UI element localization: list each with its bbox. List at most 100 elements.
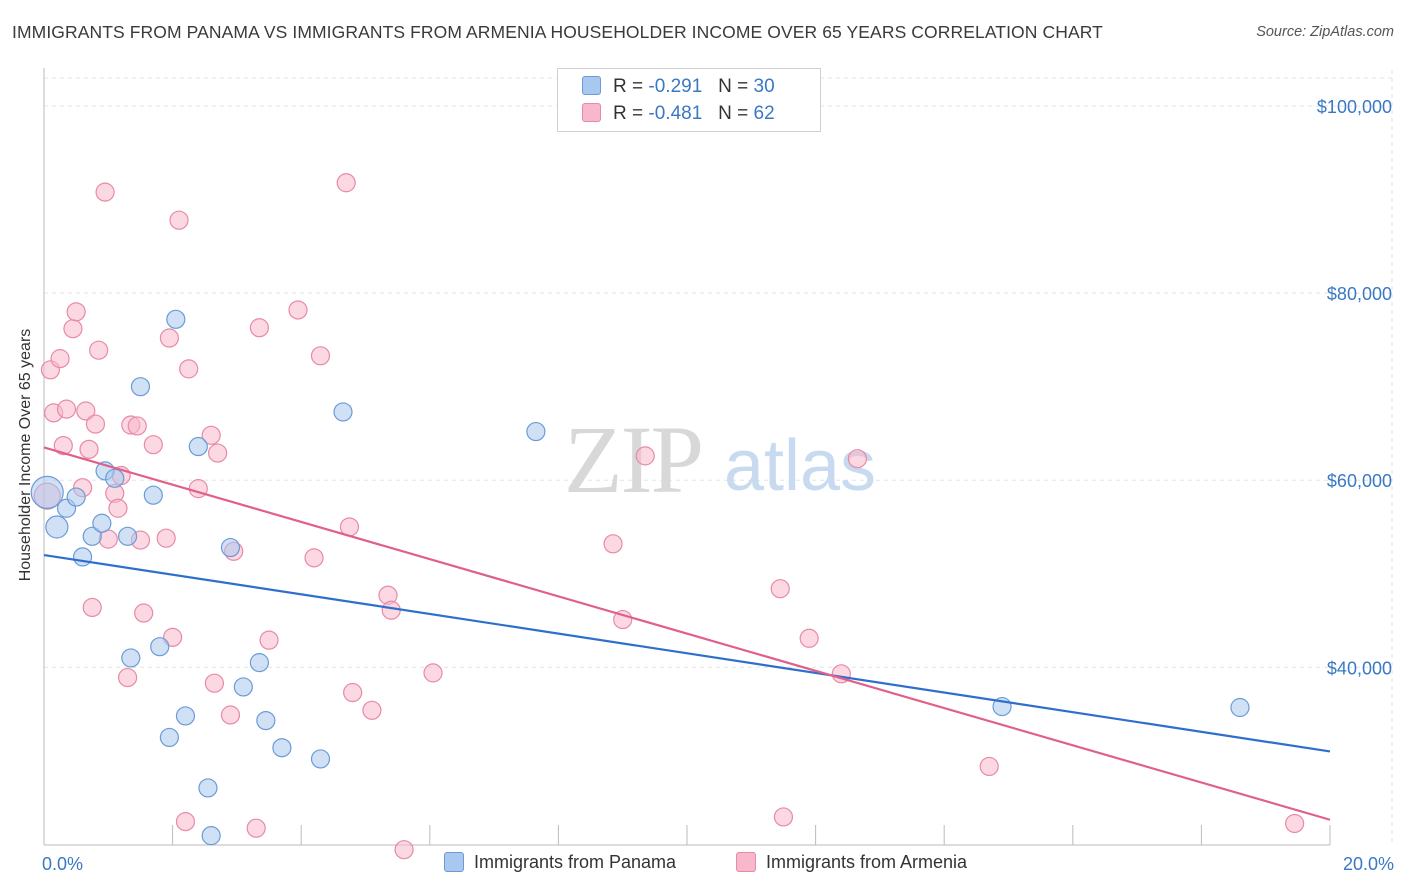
watermark-zip: ZIP [564, 406, 702, 513]
armenia-point-43 [336, 173, 356, 193]
panama-point-4 [72, 547, 93, 567]
armenia-point-21 [127, 416, 147, 436]
armenia-point-15 [98, 529, 118, 549]
armenia-point-24 [143, 435, 163, 455]
legend-panama-n-label: N = [718, 76, 749, 97]
panama-point-29 [1230, 697, 1250, 718]
panama-point-5 [82, 526, 102, 546]
armenia-point-13 [89, 340, 109, 360]
armenia-point-34 [208, 443, 228, 463]
legend-swatch-panama [582, 76, 601, 95]
legend-armenia-n-value: 62 [753, 103, 775, 124]
armenia-point-19 [117, 667, 138, 688]
panama-point-12 [143, 485, 163, 505]
armenia-point-60 [1285, 813, 1305, 834]
x-tick-labels: 0.0% 20.0% [42, 854, 1394, 874]
bottom-legend-armenia-label: Immigrants from Armenia [766, 852, 968, 872]
armenia-point-17 [108, 498, 128, 518]
x-tick-label-0: 0.0% [42, 854, 83, 874]
armenia-point-51 [603, 534, 623, 554]
y-tick-labels: $40,000 $60,000 $80,000 $100,000 [1317, 97, 1392, 678]
axes [43, 68, 1331, 846]
panama-point-20 [220, 537, 241, 558]
armenia-point-23 [134, 603, 154, 623]
legend-panama-r-value: -0.291 [648, 76, 703, 97]
y-tick-label-0: $40,000 [1327, 658, 1392, 678]
legend-row-armenia: R = -0.481 N = 62 [582, 103, 775, 127]
armenia-point-41 [304, 548, 324, 568]
bottom-legend-swatch-panama [444, 852, 464, 872]
armenia-point-3 [50, 349, 70, 369]
armenia-point-54 [770, 579, 790, 599]
bottom-legend-panama: Immigrants from Panama [444, 852, 676, 873]
panama-point-15 [166, 309, 186, 329]
legend-panama-r-label: R = [613, 76, 644, 97]
armenia-point-53 [635, 446, 655, 466]
panama-point-25 [310, 749, 331, 769]
armenia-point-27 [163, 627, 183, 647]
bottom-legend-armenia: Immigrants from Armenia [736, 852, 967, 873]
panama-point-0 [30, 475, 64, 509]
armenia-point-38 [249, 318, 270, 338]
panama-point-18 [198, 778, 218, 798]
panama-point-21 [233, 677, 253, 697]
panama-point-9 [117, 526, 138, 546]
armenia-point-25 [156, 528, 176, 548]
armenia-point-14 [95, 182, 115, 202]
x-tick-label-1: 20.0% [1343, 854, 1394, 874]
armenia-point-56 [799, 628, 819, 648]
panama-point-1 [45, 515, 69, 539]
armenia-point-40 [288, 300, 308, 320]
armenia-point-46 [362, 700, 382, 720]
armenia-point-28 [169, 210, 189, 230]
trend-lines [43, 446, 1331, 821]
correlation-legend: R = -0.291 N = 30 R = -0.481 N = 62 [557, 68, 821, 132]
armenia-point-49 [394, 840, 414, 860]
armenia-point-35 [220, 705, 241, 725]
panama-trend-line [43, 553, 1331, 753]
bottom-legend-panama-label: Immigrants from Panama [474, 852, 677, 872]
panama-point-26 [333, 402, 353, 422]
panama-point-3 [66, 487, 86, 507]
source-label: Source: ZipAtlas.com [1256, 24, 1394, 40]
armenia-point-59 [979, 756, 999, 777]
armenia-trend-line [43, 446, 1331, 821]
armenia-point-29 [175, 812, 196, 832]
y-tick-label-2: $80,000 [1327, 284, 1392, 304]
armenia-point-45 [343, 682, 363, 703]
armenia-point-30 [179, 359, 199, 379]
panama-point-13 [150, 637, 170, 657]
armenia-point-52 [613, 609, 633, 630]
panama-point-27 [526, 421, 546, 442]
grid-lines [44, 70, 1393, 845]
legend-swatch-armenia [582, 103, 601, 122]
armenia-point-5 [56, 399, 77, 419]
panama-point-19 [201, 826, 221, 846]
armenia-point-9 [76, 401, 96, 421]
armenia-point-10 [79, 439, 99, 459]
armenia-point-55 [773, 807, 794, 827]
legend-panama-n-value: 30 [753, 76, 775, 97]
chart-title: IMMIGRANTS FROM PANAMA VS IMMIGRANTS FRO… [12, 22, 1103, 42]
panama-point-14 [159, 727, 179, 748]
watermark: ZIP atlas [564, 406, 876, 513]
panama-point-10 [121, 648, 141, 668]
panama-point-24 [272, 738, 292, 758]
legend-armenia-r-label: R = [613, 103, 644, 124]
armenia-point-6 [63, 319, 83, 339]
panama-point-16 [175, 706, 196, 726]
armenia-point-50 [423, 663, 443, 683]
y-axis-label: Householder Income Over 65 years [17, 328, 34, 582]
armenia-point-12 [85, 414, 106, 434]
panama-point-23 [256, 710, 276, 731]
armenia-point-4 [53, 435, 73, 456]
y-tick-label-1: $60,000 [1327, 471, 1392, 491]
panama-point-6 [92, 513, 112, 533]
armenia-point-11 [82, 597, 102, 618]
series-panama [30, 309, 1250, 846]
bottom-legend-swatch-armenia [736, 852, 756, 872]
armenia-point-7 [66, 302, 86, 322]
legend-armenia-r-value: -0.481 [648, 103, 703, 124]
panama-point-17 [188, 436, 208, 457]
